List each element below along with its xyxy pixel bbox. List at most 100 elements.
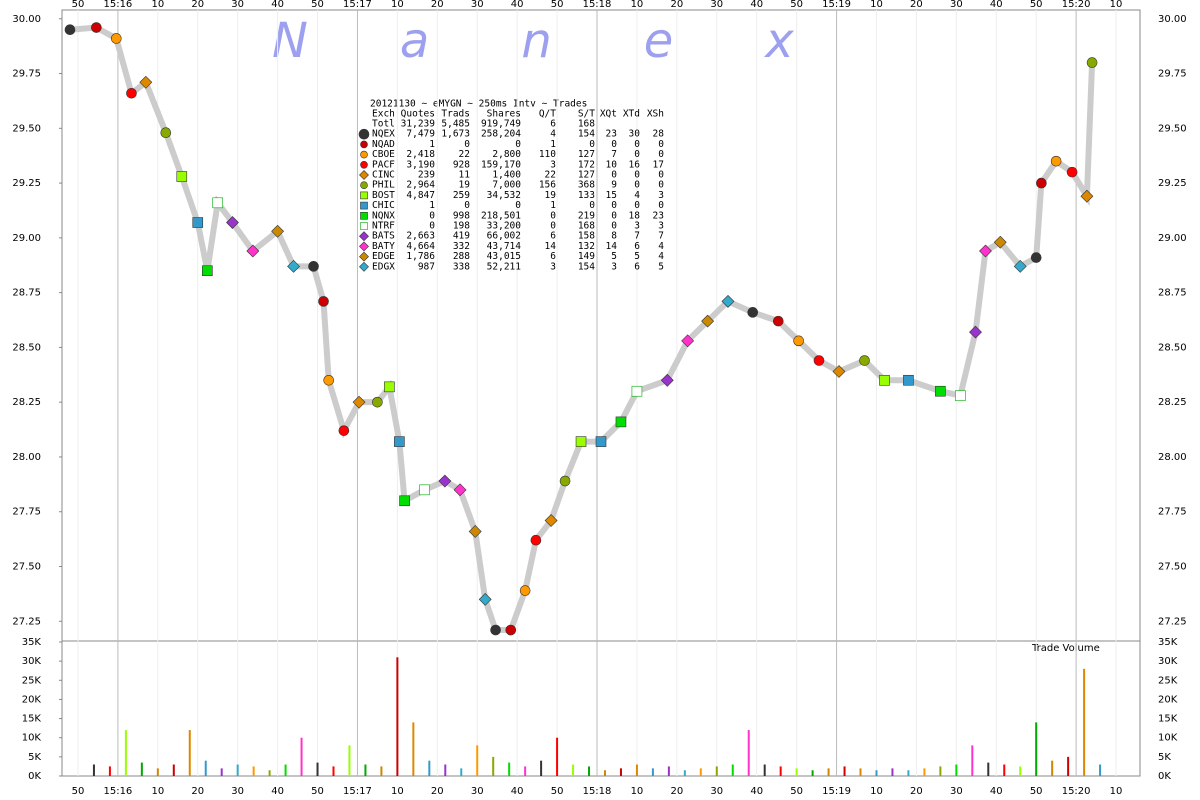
x-tick-label: 15:19 [822,0,851,10]
y-tick-label: 5K [28,752,41,763]
volume-bar [795,768,798,776]
marker [859,355,870,366]
table-header: Exch [372,109,395,120]
volume-bar [1051,760,1054,776]
table-cell: 1 [550,200,556,211]
table-cell: 23 [606,129,617,140]
x-tick-label: 40 [750,0,763,10]
table-cell: 156 [539,180,556,191]
x-tick-label: 40 [271,0,284,10]
marker [246,244,260,258]
volume-bar [779,766,782,776]
marker [681,334,695,348]
table-cell: 52,211 [487,261,522,272]
y-tick-label: 28.50 [1158,342,1187,353]
table-cell: 127 [578,149,595,160]
table-cell: 6 [634,261,640,272]
table-cell: 0 [658,180,664,191]
marker [1036,177,1047,189]
table-cell: EDGX [372,261,395,272]
table-cell: 3 [550,159,556,170]
legend-marker [360,191,368,200]
marker [530,534,542,546]
x-tick-label: 20 [670,786,683,797]
table-cell: 0 [634,200,640,211]
table-cell: 4 [658,251,664,262]
x-tick-label: 50 [790,786,803,797]
volume-bar [188,730,191,776]
table-cell: 3 [658,190,664,201]
table-cell: 1,400 [492,170,521,181]
table-cell: 6 [550,251,556,262]
marker [399,495,410,507]
volume-bar [108,766,111,776]
table-cell: 1,673 [441,129,470,140]
y-tick-label: 30.00 [12,14,41,25]
marker [832,365,846,378]
marker [701,314,715,328]
y-tick-label: 28.75 [1158,288,1187,299]
y-tick-label: 27.25 [12,616,41,627]
table-cell: 11 [459,170,471,181]
table-cell: CINC [372,170,395,181]
marker [935,385,946,397]
y-tick-label: 0K [28,771,41,782]
table-cell: 14 [606,241,618,252]
table-cell: 259 [453,190,470,201]
table-cell: BATS [372,231,395,242]
table-cell: 18 [629,210,641,221]
table-cell: 288 [453,251,470,262]
marker [419,484,430,496]
volume-bar [220,768,223,776]
volume-bar [971,745,974,776]
volume-bar [1035,722,1038,776]
table-cell: NTRF [372,221,395,232]
y-tick-label: 25K [22,675,42,686]
table-header: Quotes [401,109,435,120]
table-cell: 987 [418,261,435,272]
marker [1080,189,1094,203]
table-cell: 3,190 [406,159,435,170]
table-cell: 0 [634,139,640,150]
marker [64,24,76,36]
marker [1050,155,1062,167]
table-cell: 110 [539,149,556,160]
table-cell: 7 [634,231,640,242]
table-cell: 127 [578,170,595,181]
y-tick-label: 15K [22,714,42,725]
x-tick-label: 10 [870,0,883,10]
volume-bar [572,764,575,776]
table-cell: BOST [372,190,395,201]
table-cell: 0 [658,149,664,160]
table-cell: 0 [464,139,470,150]
table-cell: 6 [634,241,640,252]
marker [979,244,992,258]
volume-bar [92,764,95,776]
volume-bar [140,762,143,776]
table-cell: 332 [453,241,470,252]
volume-bar [939,766,942,776]
marker [813,355,825,366]
x-tick-label: 40 [990,0,1003,10]
y-tick-label: 35K [1158,637,1178,648]
volume-bar [651,768,654,776]
y-tick-label: 20K [1158,694,1178,705]
y-tick-label: 0K [1158,771,1171,782]
y-tick-label: 28.25 [1158,397,1187,408]
x-tick-label: 20 [431,786,444,797]
x-tick-label: 20 [910,0,923,10]
x-tick-label: 15:16 [103,0,132,10]
x-tick-label: 15:19 [822,786,851,797]
table-cell: 219 [578,210,595,221]
x-tick-label: 10 [151,786,164,797]
table-cell: 0 [550,221,556,232]
table-cell: 0 [589,200,595,211]
table-cell: 218,501 [481,210,521,221]
x-tick-label: 15:18 [583,0,612,10]
volume-bar [300,737,303,776]
table-header: Trads [441,109,470,120]
volume-bar [476,745,479,776]
marker [559,475,571,487]
marker [453,483,467,497]
table-cell: 15 [606,190,617,201]
